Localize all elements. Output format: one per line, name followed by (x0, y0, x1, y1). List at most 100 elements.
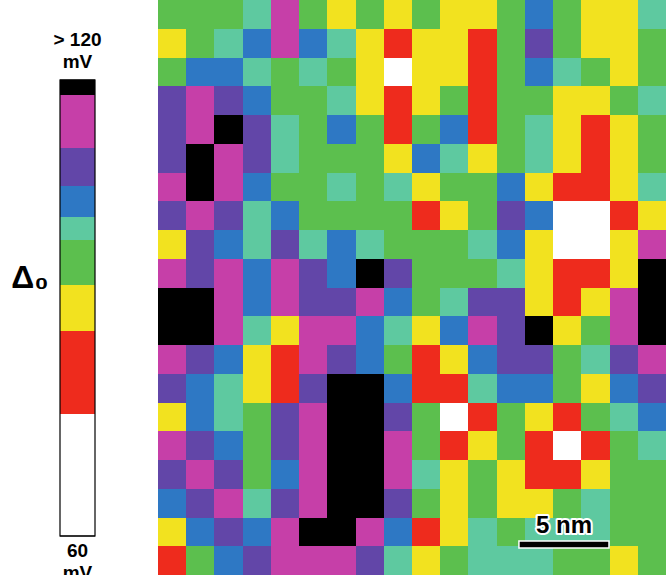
cell (553, 86, 582, 115)
cell (158, 460, 187, 489)
cell (581, 144, 610, 173)
colorbar-segment (60, 240, 95, 286)
tick-label-line: 60 (67, 540, 88, 561)
cell (525, 259, 554, 288)
cell (497, 115, 526, 144)
cell (412, 58, 441, 87)
cell (581, 230, 610, 259)
colorbar-tick (60, 80, 95, 81)
cell (186, 0, 215, 29)
scale-bar-label: 5 nm (536, 511, 592, 538)
cell (271, 173, 300, 202)
cell (412, 316, 441, 345)
cell (412, 431, 441, 460)
cell (638, 316, 666, 345)
cell (581, 460, 610, 489)
cell (243, 115, 272, 144)
cell (243, 0, 272, 29)
cell (271, 115, 300, 144)
cell (356, 0, 385, 29)
cell (243, 173, 272, 202)
cell (412, 201, 441, 230)
cell (158, 201, 187, 230)
cell (384, 316, 413, 345)
cell (384, 230, 413, 259)
cell (440, 0, 469, 29)
cell (468, 403, 497, 432)
cell (243, 58, 272, 87)
cell (468, 546, 497, 575)
cell (610, 518, 639, 547)
cell (553, 288, 582, 317)
cell (468, 518, 497, 547)
cell (243, 86, 272, 115)
cell (581, 115, 610, 144)
cell (525, 546, 554, 575)
colorbar-tick (60, 536, 95, 537)
cell (243, 374, 272, 403)
cell (412, 374, 441, 403)
cell (384, 460, 413, 489)
cell (638, 86, 666, 115)
cell (468, 316, 497, 345)
cell (327, 201, 356, 230)
cell (327, 86, 356, 115)
cell (610, 115, 639, 144)
cell (468, 58, 497, 87)
cell (581, 316, 610, 345)
colorbar: 60mV> 120mVΔ₀ (11, 29, 101, 575)
cell (214, 431, 243, 460)
cell (356, 403, 385, 432)
cell (356, 230, 385, 259)
cell (525, 374, 554, 403)
cell (525, 58, 554, 87)
cell (327, 316, 356, 345)
cell (214, 259, 243, 288)
cell (553, 431, 582, 460)
cell (356, 374, 385, 403)
cell (638, 230, 666, 259)
cell (497, 345, 526, 374)
cell (243, 144, 272, 173)
gap-map (158, 0, 666, 575)
cell (553, 115, 582, 144)
cell (525, 431, 554, 460)
cell (440, 431, 469, 460)
cell (581, 345, 610, 374)
cell (525, 173, 554, 202)
cell (525, 86, 554, 115)
cell (610, 259, 639, 288)
cell (214, 288, 243, 317)
cell (440, 316, 469, 345)
cell (497, 86, 526, 115)
cell (299, 518, 328, 547)
cell (186, 288, 215, 317)
cell (553, 29, 582, 58)
cell (384, 288, 413, 317)
cell (299, 345, 328, 374)
cell (271, 144, 300, 173)
cell (610, 316, 639, 345)
cell (356, 173, 385, 202)
cell (497, 29, 526, 58)
cell (299, 115, 328, 144)
cell (525, 0, 554, 29)
cell (158, 144, 187, 173)
cell (412, 345, 441, 374)
colorbar-segment (60, 148, 95, 186)
tick-label-line: mV (63, 562, 93, 575)
cell (299, 460, 328, 489)
cell (214, 29, 243, 58)
cell (299, 316, 328, 345)
cell (356, 86, 385, 115)
cell (243, 431, 272, 460)
cell (271, 374, 300, 403)
cell (271, 345, 300, 374)
cell (243, 230, 272, 259)
cell (553, 230, 582, 259)
cell (384, 518, 413, 547)
cell (610, 201, 639, 230)
cell (497, 259, 526, 288)
cell (638, 58, 666, 87)
cell (412, 115, 441, 144)
